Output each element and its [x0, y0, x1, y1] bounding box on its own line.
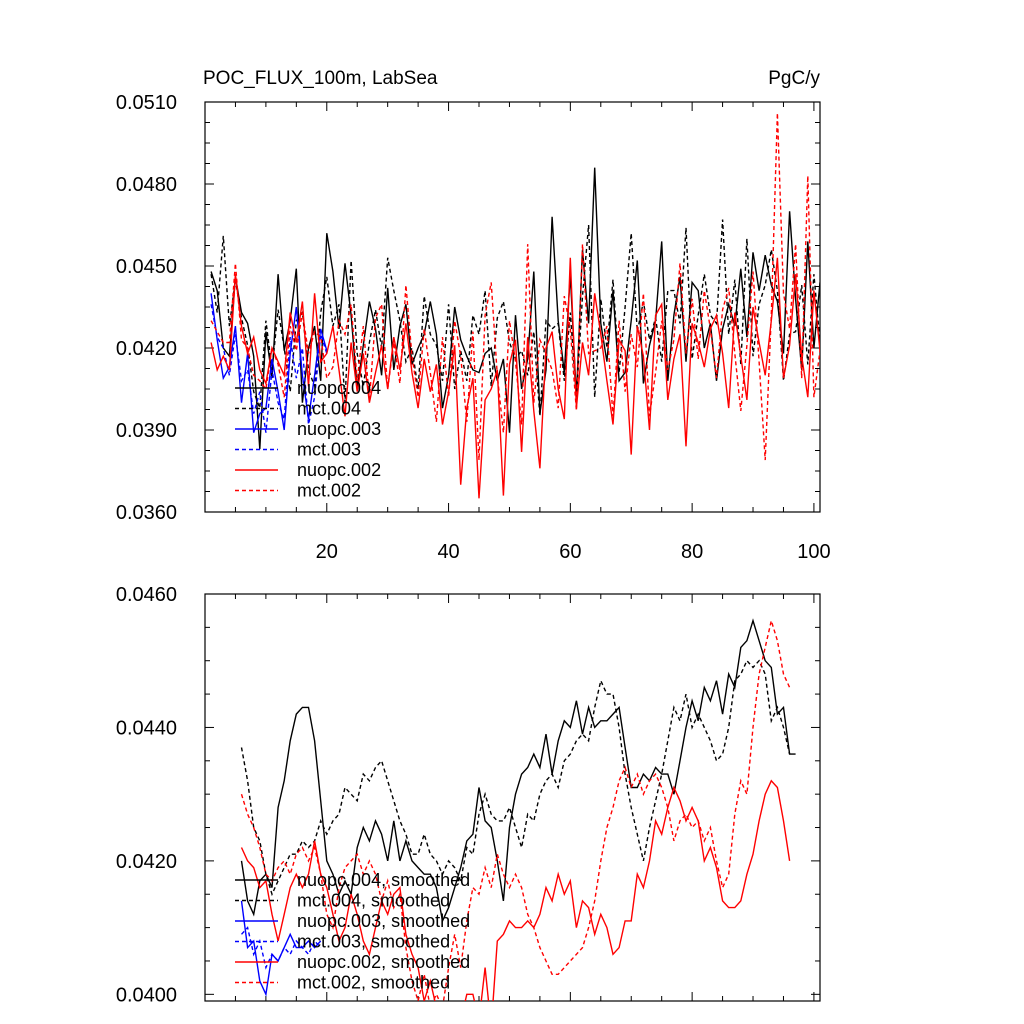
x-tick-label: 80 — [681, 541, 703, 563]
y-tick-label: 0.0390 — [116, 420, 177, 442]
units-label: PgC/y — [768, 68, 820, 89]
legend-label: nuopc.003, smoothed — [297, 911, 470, 931]
series-line-mct-004-smoothed — [240, 659, 791, 897]
legend-label: nuopc.004, smoothed — [297, 870, 470, 890]
series-line-mct-002 — [210, 112, 820, 461]
legend-label: nuopc.002 — [297, 460, 381, 480]
legend-label: mct.002 — [297, 481, 361, 501]
series-line-mct-004 — [210, 219, 820, 417]
top-panel: 20 40 60 80 100 0.0360 0.0390 0.0420 0.0450 0.048… — [116, 92, 831, 563]
series-line-mct-003-smoothed — [240, 926, 322, 970]
legend-label: mct.002, smoothed — [297, 973, 450, 993]
legend-label: mct.003 — [297, 440, 361, 460]
x-tick-label: 60 — [559, 541, 581, 563]
y-tick-label: 0.0360 — [116, 502, 177, 524]
series-line-nuopc-004-smoothed — [240, 618, 796, 924]
plot-frame — [204, 593, 821, 1002]
chart-title: POC_FLUX_100m, LabSea — [203, 68, 438, 89]
series-line-mct-002-smoothed — [240, 617, 791, 1001]
legend-label: nuopc.002, smoothed — [297, 952, 470, 972]
x-tick-label: 20 — [316, 541, 338, 563]
series-line-nuopc-004 — [210, 167, 820, 450]
y-tick-label: 0.0440 — [116, 717, 177, 739]
series-line-nuopc-003-smoothed — [240, 900, 322, 997]
y-tick-label: 0.0460 — [116, 584, 177, 606]
y-tick-label: 0.0420 — [116, 338, 177, 360]
x-tick-label: 40 — [437, 541, 459, 563]
legend-label: mct.004, smoothed — [297, 891, 450, 911]
legend-label: nuopc.003 — [297, 419, 381, 439]
legend-label: mct.003, smoothed — [297, 932, 450, 952]
y-tick-label: 0.0400 — [116, 984, 177, 1006]
y-tick-label: 0.0450 — [116, 256, 177, 278]
series-line-mct-003 — [210, 304, 328, 433]
legend-label: nuopc.004 — [297, 378, 381, 398]
x-tick-label: 100 — [797, 541, 830, 563]
legend-label: mct.004 — [297, 399, 361, 419]
y-tick-label: 0.0420 — [116, 851, 177, 873]
y-tick-label: 0.0510 — [116, 92, 177, 114]
bottom-panel: 0.0400 0.0420 0.0440 0.0460 nuopc.004, smoot… — [116, 584, 821, 1006]
y-tick-label: 0.0480 — [116, 174, 177, 196]
